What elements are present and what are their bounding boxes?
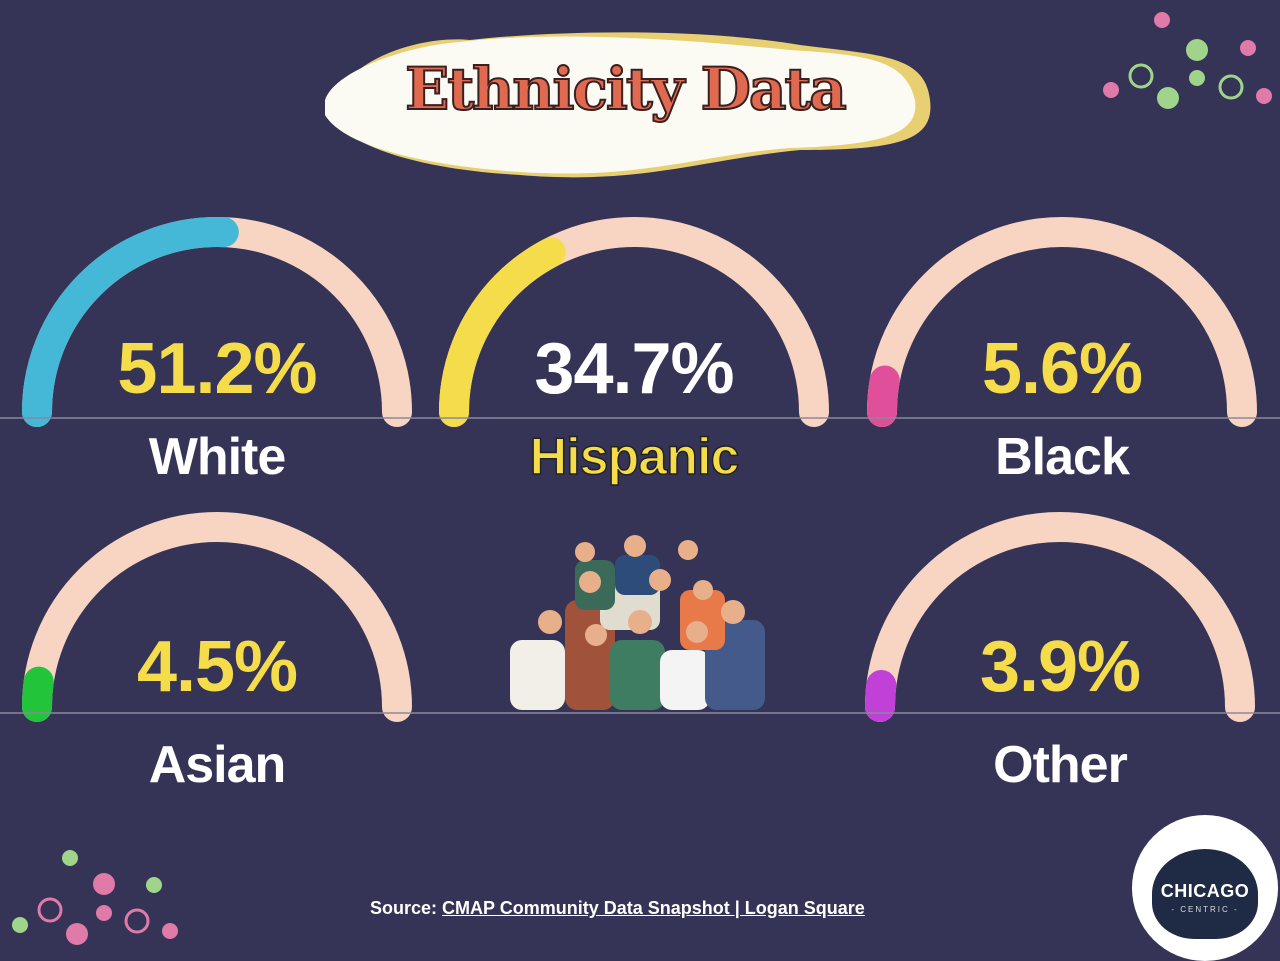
gauge-fill-other (864, 670, 897, 722)
source-link[interactable]: CMAP Community Data Snapshot | Logan Squ… (442, 898, 865, 918)
gauge-value-hispanic: 34.7% (534, 329, 734, 409)
gauge-fill-white (22, 217, 239, 427)
logo-badge: CHICAGO - CENTRIC - (1152, 849, 1258, 939)
gauge-label-black: Black (995, 428, 1130, 486)
gauge-value-asian: 4.5% (136, 627, 298, 707)
gauge-track-other (865, 512, 1255, 722)
logo-text: CHICAGO (1160, 881, 1250, 901)
gauge-value-black: 5.6% (981, 329, 1143, 409)
title-blob (325, 36, 916, 174)
gauge-track-asian (22, 512, 412, 722)
people-illustration (510, 535, 765, 710)
gauge-fill-hispanic (439, 237, 566, 427)
decorative-dots-top-right (1103, 12, 1272, 109)
logo-subtext: - CENTRIC - (1171, 905, 1239, 914)
gauge-label-hispanic: Hispanic (529, 427, 740, 487)
gauge-label-other: Other (993, 736, 1128, 794)
gauge-fill-asian (22, 666, 54, 722)
chicago-centric-logo[interactable]: CHICAGO - CENTRIC - (1132, 815, 1278, 961)
page-title: Ethnicity Data (404, 54, 848, 124)
gauge-fill-black (867, 365, 900, 427)
gauge-label-white: White (148, 428, 287, 486)
source-note: Source: CMAP Community Data Snapshot | L… (370, 898, 865, 919)
source-prefix: Source: (370, 898, 443, 918)
decorative-dots-bottom-left (12, 850, 178, 945)
gauge-value-other: 3.9% (979, 627, 1141, 707)
gauge-label-asian: Asian (148, 736, 287, 794)
gauge-value-white: 51.2% (117, 329, 317, 409)
gauge-track-black (867, 217, 1257, 427)
